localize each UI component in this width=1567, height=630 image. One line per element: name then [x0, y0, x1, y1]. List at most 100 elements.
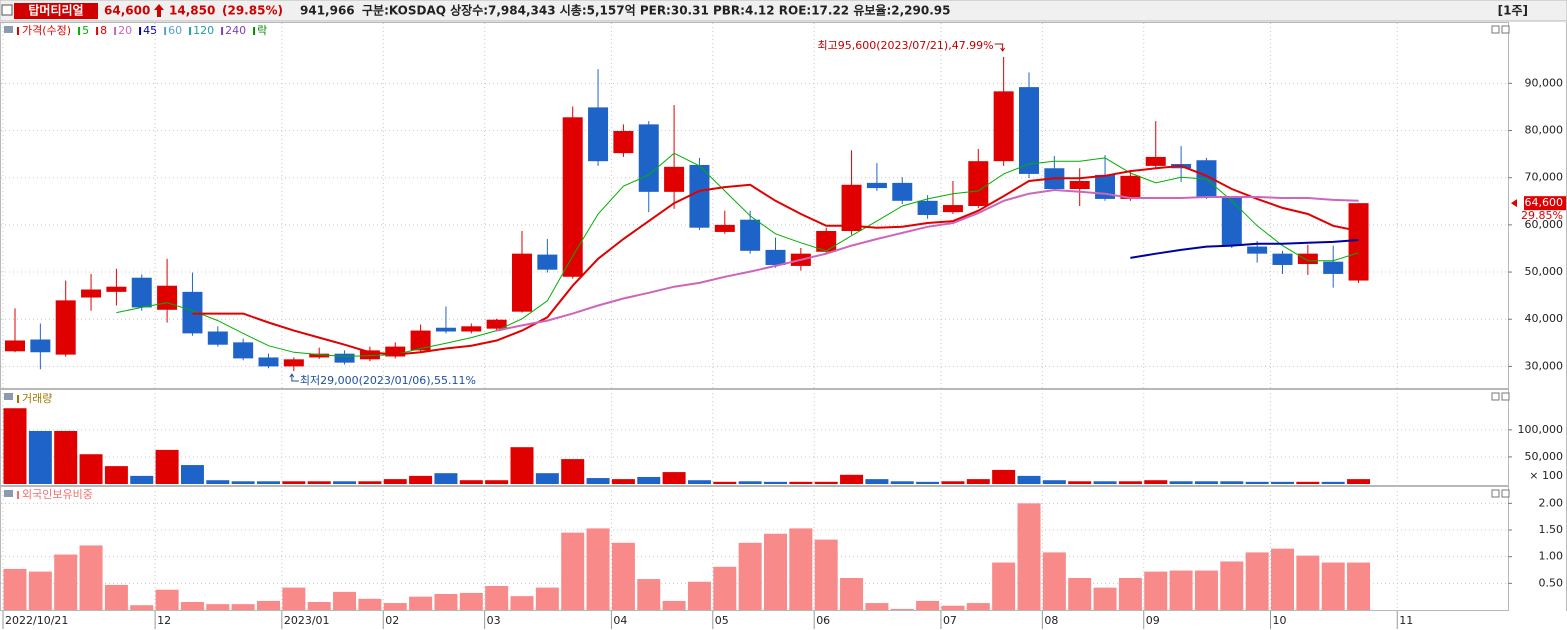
bar — [1296, 481, 1320, 484]
panel-button[interactable] — [1501, 489, 1510, 498]
panel-button[interactable] — [1491, 489, 1500, 498]
up-arrow — [154, 4, 164, 17]
legend-swatch — [17, 395, 19, 403]
bar — [1347, 479, 1371, 484]
bar — [3, 408, 27, 484]
bar — [333, 481, 357, 484]
legend-swatch — [139, 27, 142, 35]
legend-item: 락 — [257, 24, 267, 37]
y-tick-label: 30,000 — [1525, 359, 1564, 372]
bar — [307, 602, 331, 610]
y-tick-label: 0.50 — [1539, 576, 1564, 589]
bar — [687, 480, 711, 484]
bar — [206, 480, 230, 484]
name-box[interactable] — [14, 3, 98, 19]
candle-body — [461, 326, 482, 332]
bar — [662, 600, 686, 610]
panel-button[interactable] — [1491, 25, 1500, 34]
bar — [180, 465, 204, 484]
y-tick-label: 1.50 — [1539, 523, 1564, 536]
bar — [890, 608, 914, 610]
x-tick-label: 09 — [1146, 614, 1160, 627]
panel-button[interactable] — [1501, 25, 1510, 34]
bar — [916, 481, 940, 484]
candle-body — [1272, 253, 1293, 265]
candle-body — [131, 277, 152, 308]
legend-swatch — [253, 27, 256, 35]
candle-body — [740, 219, 761, 251]
bar — [1068, 481, 1092, 484]
bar — [966, 603, 990, 610]
panel-button[interactable] — [1501, 392, 1510, 401]
candle-body — [233, 342, 254, 359]
bar — [1068, 578, 1092, 610]
bar — [155, 589, 179, 610]
panel-icon[interactable] — [4, 26, 13, 33]
bar — [180, 602, 204, 610]
x-tick-label: 05 — [715, 614, 729, 627]
bar — [535, 473, 559, 484]
candle-body — [917, 200, 938, 215]
panel-icon[interactable] — [4, 490, 13, 497]
x-tick-label: 04 — [613, 614, 627, 627]
panel-icon[interactable] — [4, 393, 13, 400]
bar — [1042, 480, 1066, 484]
last-marker — [1511, 199, 1517, 208]
legend-item: 5 — [82, 24, 89, 37]
bar — [383, 603, 407, 610]
candle-body — [765, 249, 786, 265]
bar — [1245, 552, 1269, 610]
bar — [510, 447, 534, 484]
bar — [713, 566, 737, 610]
bar — [687, 581, 711, 610]
candle-body — [968, 161, 989, 206]
ma-line — [1130, 239, 1359, 259]
y-tick-label: 70,000 — [1525, 171, 1564, 184]
candle-body — [816, 231, 837, 252]
bar — [865, 603, 889, 610]
x-tick-label: 07 — [943, 614, 957, 627]
bar — [840, 474, 864, 484]
bar — [1093, 481, 1117, 484]
legend-swatch — [96, 27, 99, 35]
bar — [409, 596, 433, 610]
stock-name: 탑머티리얼 — [28, 3, 83, 18]
bar — [383, 479, 407, 484]
legend-title: 가격(수정) — [22, 24, 71, 37]
candle-body — [106, 286, 127, 292]
bar — [1220, 481, 1244, 484]
bar — [1118, 481, 1142, 484]
bar — [992, 562, 1016, 610]
info: 구분:KOSDAQ 상장수:7,984,343 시총:5,157억 PER:30… — [362, 3, 950, 18]
annotation-low: 최저29,000(2023/01/06),55.11% — [300, 374, 476, 387]
candle-body — [359, 350, 380, 360]
annotation-high: 최고95,600(2023/07/21),47.99% — [817, 39, 993, 52]
legend-item: 8 — [100, 24, 107, 37]
bar — [1169, 481, 1193, 484]
panel-button[interactable] — [1491, 392, 1500, 401]
candle-body — [588, 107, 609, 162]
bar — [1347, 562, 1371, 610]
period[interactable]: [1주] — [1498, 4, 1528, 18]
candle-body — [5, 340, 25, 352]
ma-line — [116, 152, 1359, 358]
candle-body — [1348, 203, 1369, 281]
x-tick-label: 2023/01 — [284, 614, 330, 627]
y-tick-label: 100,000 — [1518, 423, 1564, 436]
bar — [814, 481, 838, 484]
bar — [535, 587, 559, 610]
bar — [206, 604, 230, 610]
bar — [941, 605, 965, 610]
last-pct: 29.85% — [1521, 209, 1563, 222]
candle-body — [410, 330, 431, 351]
bar — [561, 459, 585, 484]
y-tick-label: 50,000 — [1525, 450, 1564, 463]
ma-line — [192, 164, 1359, 356]
candle-body — [512, 253, 532, 312]
bar — [738, 481, 762, 484]
bar — [155, 449, 179, 484]
checkbox[interactable] — [1, 4, 13, 16]
bar — [1271, 481, 1294, 484]
candle-body — [664, 166, 685, 192]
